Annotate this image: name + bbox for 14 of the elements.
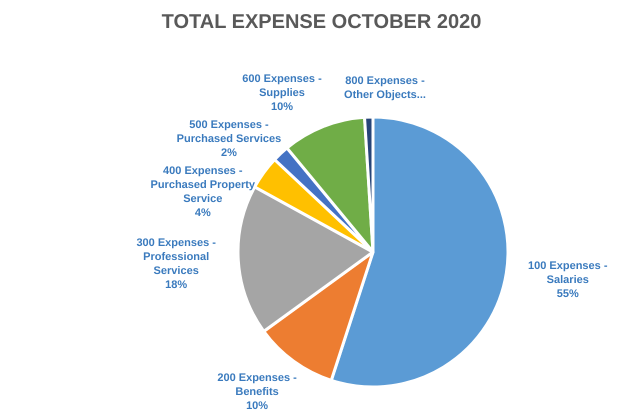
slice-label: 800 Expenses - Other Objects... [344,75,426,102]
data-label: 2% [221,147,238,160]
data-label: 10% [270,101,294,114]
slice-label: 300 Expenses - Professional Services [136,237,216,278]
data-label: 55% [556,288,579,300]
slice-label: 100 Expenses - Salaries [528,260,608,286]
slice-label: 200 Expenses - Benefits [217,372,298,398]
data-label: 4% [194,207,211,220]
chart-title: TOTAL EXPENSE OCTOBER 2020 [162,11,482,33]
slice-label: 600 Expenses - Supplies [242,73,322,100]
data-label: 18% [165,279,188,292]
data-label: 10% [246,400,268,412]
slice-label: 400 Expenses - Purchased Property Service [150,165,256,206]
slice-label: 500 Expenses - Purchased Services [176,119,282,146]
